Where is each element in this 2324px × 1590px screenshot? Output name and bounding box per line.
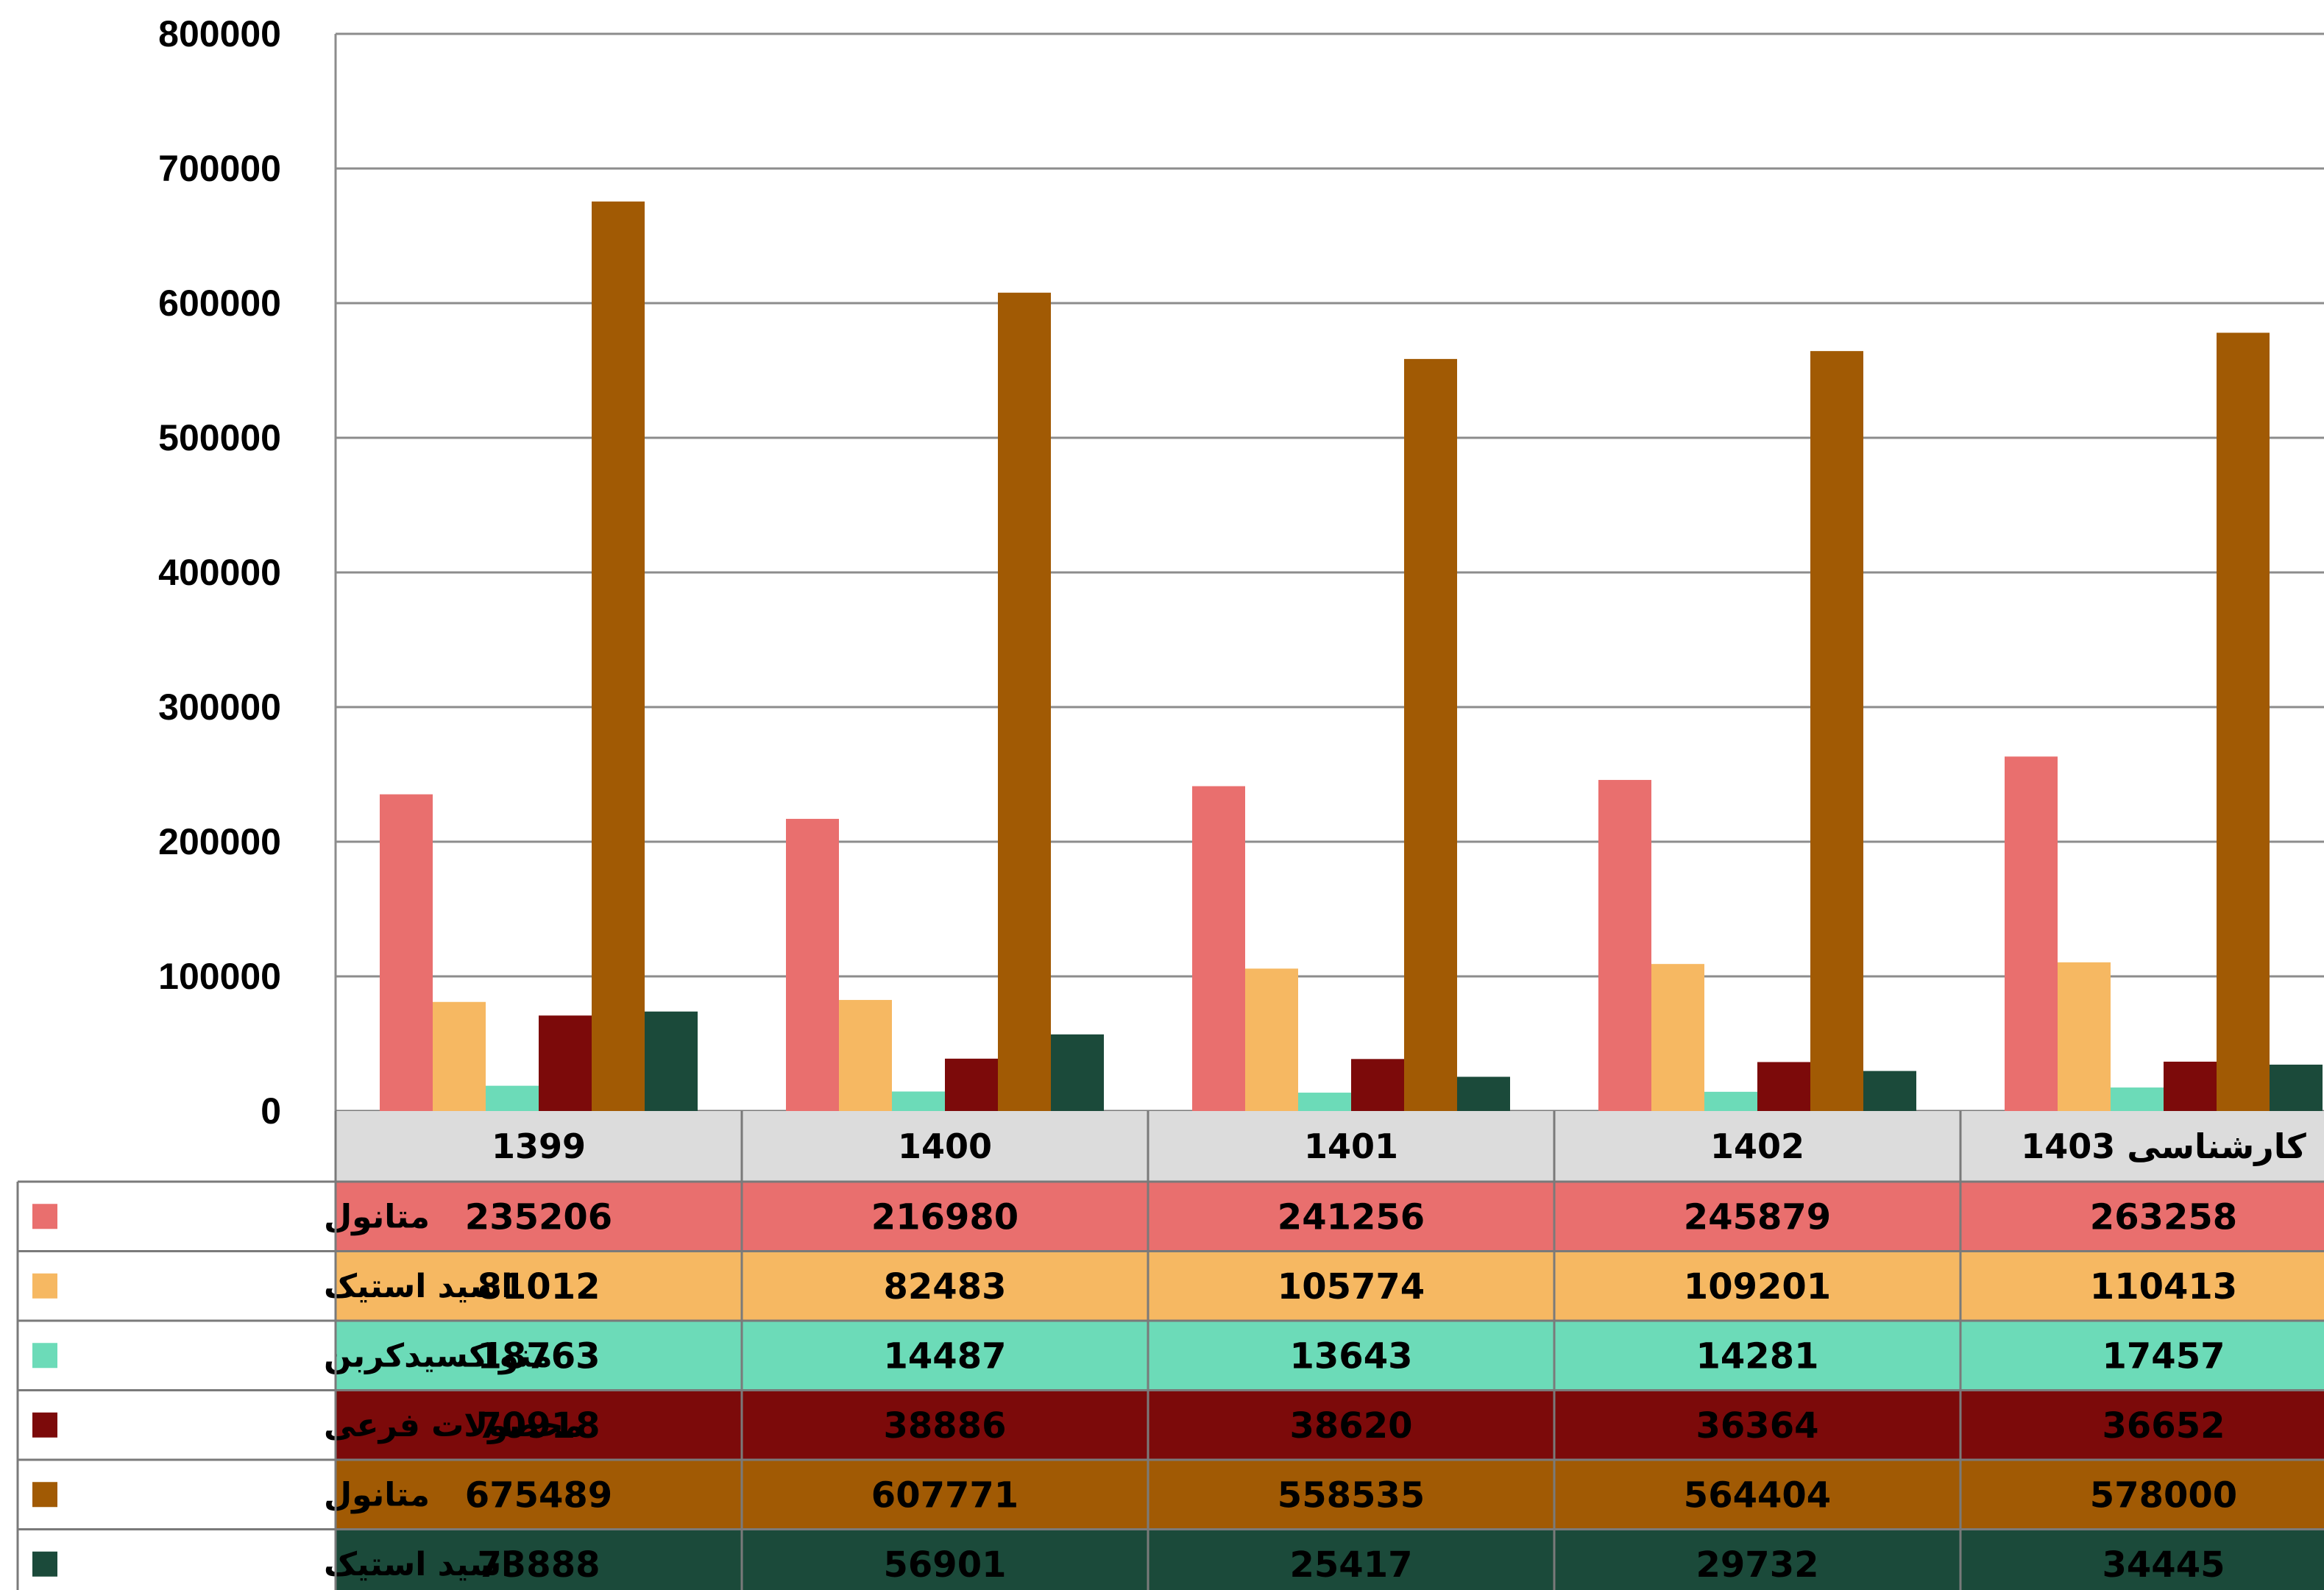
data-label: 36652: [2102, 1405, 2225, 1447]
y-tick-label: 400000: [158, 552, 281, 593]
bar: [1298, 1093, 1351, 1111]
bar: [1245, 968, 1298, 1111]
bar: [486, 1085, 539, 1111]
table-row: [336, 1529, 2324, 1590]
data-label: 82483: [884, 1266, 1007, 1307]
bar: [645, 1011, 698, 1111]
legend-label: اسید استیک: [324, 1546, 512, 1583]
y-tick-label: 700000: [158, 148, 281, 189]
category-label: 1400: [898, 1126, 992, 1166]
y-tick-label: 100000: [158, 956, 281, 997]
bar: [786, 818, 839, 1111]
bar: [2058, 962, 2111, 1111]
bar: [539, 1015, 592, 1111]
bar: [1651, 964, 1704, 1111]
data-label: 110413: [2090, 1266, 2237, 1307]
data-label: 25417: [1290, 1544, 1413, 1586]
category-label: 1401: [1304, 1126, 1398, 1166]
bar: [839, 1000, 892, 1111]
y-tick-label: 800000: [158, 13, 281, 54]
data-label: 13643: [1290, 1335, 1413, 1377]
legend-label: محصولات فرعی: [324, 1407, 584, 1444]
category-header-background: [336, 1111, 2324, 1182]
bar: [1457, 1076, 1510, 1111]
data-label: 105774: [1278, 1266, 1425, 1307]
legend-label: متانول: [324, 1198, 430, 1235]
data-label: 235206: [465, 1196, 612, 1238]
bar: [2164, 1061, 2217, 1111]
data-label: 56901: [884, 1544, 1007, 1586]
bar: [1863, 1071, 1916, 1111]
table-row: [336, 1390, 2324, 1460]
bar: [945, 1058, 998, 1111]
bar: [592, 201, 645, 1112]
bar: [380, 794, 433, 1111]
data-label: 34445: [2102, 1544, 2225, 1586]
table-row: [336, 1251, 2324, 1321]
legend-swatch: [32, 1204, 57, 1229]
bar: [892, 1091, 945, 1111]
bar: [2005, 756, 2058, 1111]
data-label: 564404: [1684, 1474, 1831, 1516]
data-label: 216980: [871, 1196, 1018, 1238]
table-row: [336, 1460, 2324, 1530]
category-label: 1402: [1710, 1126, 1804, 1166]
category-label: 1399: [492, 1126, 586, 1166]
legend-swatch: [32, 1273, 57, 1299]
bar: [998, 292, 1051, 1112]
data-label: 38886: [884, 1405, 1007, 1447]
legend-swatch: [32, 1551, 57, 1577]
legend-swatch: [32, 1482, 57, 1508]
data-label: 109201: [1684, 1266, 1831, 1307]
data-label: 36364: [1696, 1405, 1819, 1447]
data-label: 38620: [1290, 1405, 1413, 1447]
data-label: 18763: [478, 1335, 601, 1377]
y-tick-label: 500000: [158, 417, 281, 458]
data-label: 241256: [1278, 1196, 1425, 1238]
bar: [1351, 1059, 1404, 1111]
bar: [2111, 1087, 2164, 1111]
data-label: 81012: [478, 1266, 601, 1307]
y-tick-label: 300000: [158, 686, 281, 728]
y-axis: 0 100000 200000 300000 400000 500000 600000 700…: [158, 13, 281, 1132]
data-label: 245879: [1684, 1196, 1831, 1238]
data-label: 263258: [2090, 1196, 2237, 1238]
legend-label: متانول: [324, 1476, 430, 1513]
data-label: 675489: [465, 1474, 612, 1516]
legend-label: منواکسیدکربن: [324, 1337, 553, 1374]
bars: [380, 201, 2323, 1112]
bar: [1192, 786, 1245, 1111]
data-table: 1399 1400 1401 1402 کارشناسی 1403 235206 21698…: [16, 1111, 2324, 1590]
data-label: 29732: [1696, 1544, 1819, 1586]
data-label: 14281: [1696, 1335, 1819, 1377]
bar: [2217, 333, 2270, 1111]
data-label: 558535: [1278, 1474, 1425, 1516]
category-label: کارشناسی 1403: [2021, 1126, 2306, 1166]
y-tick-label: 600000: [158, 283, 281, 324]
bar: [1051, 1034, 1104, 1111]
table-row: [336, 1321, 2324, 1391]
bar: [2270, 1064, 2323, 1111]
bar: [1598, 780, 1651, 1111]
bar: [1704, 1091, 1757, 1111]
bar: [1757, 1062, 1810, 1111]
y-tick-label: 200000: [158, 821, 281, 862]
y-tick-label: 0: [261, 1090, 281, 1132]
bar: [1404, 358, 1457, 1111]
data-label: 70918: [478, 1405, 601, 1447]
legend-label: اسید استیک: [324, 1268, 512, 1305]
bar: [433, 1001, 486, 1111]
data-label: 17457: [2102, 1335, 2225, 1377]
table-row: [336, 1182, 2324, 1252]
legend-swatch: [32, 1343, 57, 1369]
data-label: 578000: [2090, 1474, 2237, 1516]
data-label: 14487: [884, 1335, 1007, 1377]
legend-swatch: [32, 1412, 57, 1438]
bar: [1810, 351, 1863, 1112]
data-label: 607771: [871, 1474, 1018, 1516]
data-label: 73888: [478, 1544, 601, 1586]
